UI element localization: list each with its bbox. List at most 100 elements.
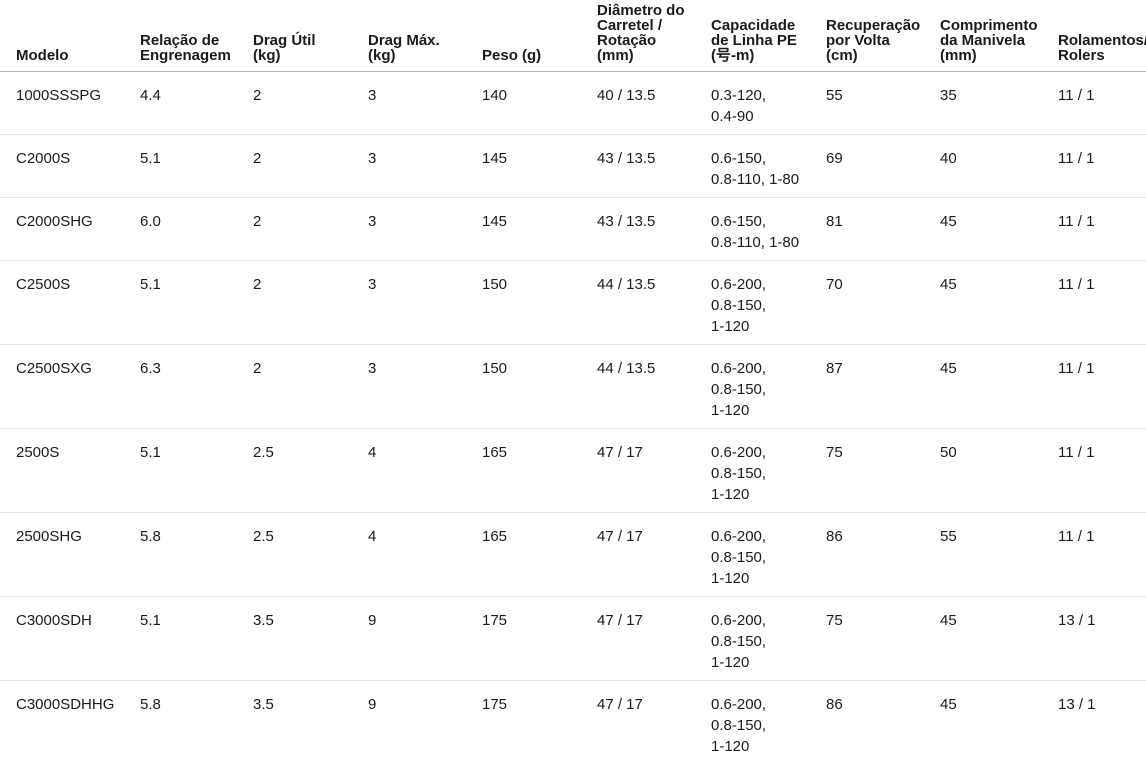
cell-comprimento-manivela: 45	[924, 597, 1042, 681]
cell-recuperacao-volta: 75	[810, 429, 924, 513]
cell-rolamentos-rolers: 13 / 1	[1042, 597, 1146, 681]
cell-drag-util: 2	[237, 345, 352, 429]
cell-capacidade-linha-pe: 0.6-150, 0.8-110, 1-80	[695, 198, 810, 261]
cell-comprimento-manivela: 55	[924, 513, 1042, 597]
cell-diametro-carretel: 47 / 17	[581, 429, 695, 513]
cell-relacao-engrenagem: 5.1	[124, 597, 237, 681]
cell-diametro-carretel: 47 / 17	[581, 681, 695, 764]
cell-modelo: 2500S	[0, 429, 124, 513]
cell-capacidade-linha-pe: 0.6-200, 0.8-150, 1-120	[695, 681, 810, 764]
cell-capacidade-linha-pe: 0.6-200, 0.8-150, 1-120	[695, 345, 810, 429]
column-header-peso: Peso (g)	[466, 0, 581, 72]
cell-drag-max: 3	[352, 198, 466, 261]
column-header-capacidade-linha-pe: Capacidade de Linha PE (号-m)	[695, 0, 810, 72]
cell-drag-util: 2	[237, 72, 352, 135]
column-header-comprimento-manivela: Comprimento da Manivela (mm)	[924, 0, 1042, 72]
cell-comprimento-manivela: 45	[924, 681, 1042, 764]
cell-capacidade-linha-pe: 0.6-200, 0.8-150, 1-120	[695, 513, 810, 597]
cell-drag-max: 3	[352, 72, 466, 135]
cell-rolamentos-rolers: 11 / 1	[1042, 345, 1146, 429]
cell-capacidade-linha-pe: 0.6-200, 0.8-150, 1-120	[695, 597, 810, 681]
cell-peso: 165	[466, 513, 581, 597]
cell-peso: 150	[466, 345, 581, 429]
cell-drag-max: 9	[352, 681, 466, 764]
cell-drag-max: 4	[352, 429, 466, 513]
cell-peso: 145	[466, 135, 581, 198]
cell-comprimento-manivela: 35	[924, 72, 1042, 135]
cell-rolamentos-rolers: 11 / 1	[1042, 261, 1146, 345]
cell-rolamentos-rolers: 11 / 1	[1042, 135, 1146, 198]
cell-drag-max: 3	[352, 135, 466, 198]
cell-drag-util: 3.5	[237, 597, 352, 681]
cell-peso: 140	[466, 72, 581, 135]
cell-diametro-carretel: 44 / 13.5	[581, 261, 695, 345]
cell-modelo: 1000SSSPG	[0, 72, 124, 135]
cell-drag-max: 3	[352, 345, 466, 429]
cell-capacidade-linha-pe: 0.3-120, 0.4-90	[695, 72, 810, 135]
cell-capacidade-linha-pe: 0.6-200, 0.8-150, 1-120	[695, 429, 810, 513]
cell-drag-util: 2	[237, 261, 352, 345]
cell-comprimento-manivela: 45	[924, 345, 1042, 429]
cell-drag-max: 4	[352, 513, 466, 597]
column-header-recuperacao-volta: Recuperação por Volta (cm)	[810, 0, 924, 72]
cell-drag-util: 2	[237, 198, 352, 261]
cell-diametro-carretel: 40 / 13.5	[581, 72, 695, 135]
cell-diametro-carretel: 43 / 13.5	[581, 198, 695, 261]
column-header-modelo: Modelo	[0, 0, 124, 72]
cell-recuperacao-volta: 81	[810, 198, 924, 261]
cell-rolamentos-rolers: 11 / 1	[1042, 198, 1146, 261]
cell-recuperacao-volta: 55	[810, 72, 924, 135]
cell-relacao-engrenagem: 6.3	[124, 345, 237, 429]
cell-relacao-engrenagem: 6.0	[124, 198, 237, 261]
cell-diametro-carretel: 43 / 13.5	[581, 135, 695, 198]
cell-modelo: C3000SDH	[0, 597, 124, 681]
cell-peso: 150	[466, 261, 581, 345]
cell-diametro-carretel: 44 / 13.5	[581, 345, 695, 429]
cell-modelo: 2500SHG	[0, 513, 124, 597]
cell-modelo: C2000S	[0, 135, 124, 198]
column-header-diametro-carretel: Diâmetro do Carretel / Rotação (mm)	[581, 0, 695, 72]
cell-peso: 145	[466, 198, 581, 261]
cell-diametro-carretel: 47 / 17	[581, 513, 695, 597]
cell-recuperacao-volta: 69	[810, 135, 924, 198]
cell-peso: 175	[466, 597, 581, 681]
cell-recuperacao-volta: 86	[810, 513, 924, 597]
cell-comprimento-manivela: 50	[924, 429, 1042, 513]
cell-relacao-engrenagem: 5.8	[124, 681, 237, 764]
cell-diametro-carretel: 47 / 17	[581, 597, 695, 681]
cell-drag-max: 9	[352, 597, 466, 681]
cell-drag-util: 2.5	[237, 429, 352, 513]
cell-comprimento-manivela: 40	[924, 135, 1042, 198]
cell-relacao-engrenagem: 5.1	[124, 429, 237, 513]
cell-relacao-engrenagem: 5.1	[124, 135, 237, 198]
cell-modelo: C2500S	[0, 261, 124, 345]
cell-drag-util: 2	[237, 135, 352, 198]
cell-peso: 175	[466, 681, 581, 764]
cell-recuperacao-volta: 87	[810, 345, 924, 429]
cell-drag-max: 3	[352, 261, 466, 345]
cell-modelo: C2000SHG	[0, 198, 124, 261]
cell-relacao-engrenagem: 5.8	[124, 513, 237, 597]
cell-rolamentos-rolers: 11 / 1	[1042, 513, 1146, 597]
column-header-drag-max: Drag Máx. (kg)	[352, 0, 466, 72]
column-header-rolamentos-rolers: Rolamentos/ Rolers	[1042, 0, 1146, 72]
cell-rolamentos-rolers: 11 / 1	[1042, 429, 1146, 513]
cell-rolamentos-rolers: 13 / 1	[1042, 681, 1146, 764]
cell-modelo: C2500SXG	[0, 345, 124, 429]
cell-comprimento-manivela: 45	[924, 198, 1042, 261]
cell-relacao-engrenagem: 5.1	[124, 261, 237, 345]
cell-comprimento-manivela: 45	[924, 261, 1042, 345]
cell-recuperacao-volta: 86	[810, 681, 924, 764]
